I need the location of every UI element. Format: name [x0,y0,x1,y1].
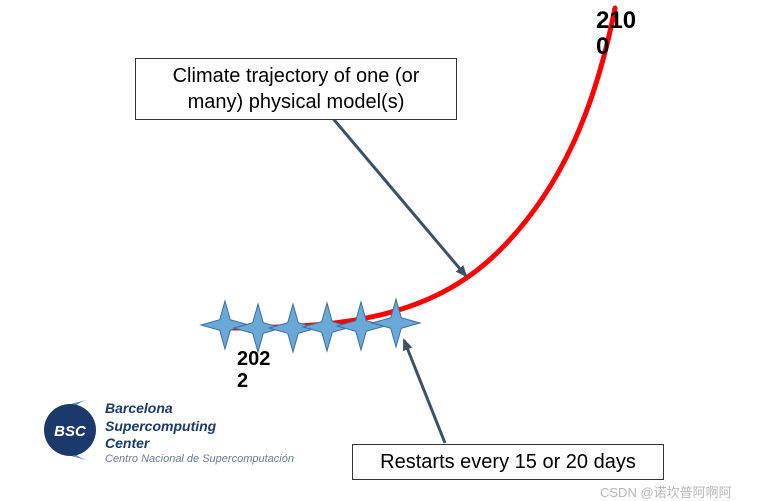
arrow-bottom [404,340,445,443]
trajectory-label-box: Climate trajectory of one (or many) phys… [135,58,457,120]
bsc-subtitle: Centro Nacional de Supercomputación [105,453,294,467]
trajectory-label-line1: Climate trajectory of one (or [173,65,420,87]
trajectory-label-line2: many) physical model(s) [188,91,405,113]
year-start-label: 202 2 [237,348,270,392]
arrow-top [330,115,466,276]
restart-marker [337,302,385,350]
bsc-acronym: BSC [54,423,87,440]
bsc-name-2: Supercomputing [105,418,294,436]
bsc-name-3: Center [105,435,294,453]
watermark-text: CSDN @诺坎普阿啊阿 [600,482,732,501]
bsc-logo-text: Barcelona Supercomputing Center Centro N… [105,400,294,466]
restart-markers-group [201,299,420,352]
restarts-label-box: Restarts every 15 or 20 days [352,444,664,480]
year-end-label: 210 0 [596,8,636,61]
restart-marker [201,301,249,349]
trajectory-curve [222,8,615,328]
restarts-label-text: Restarts every 15 or 20 days [380,451,636,473]
bsc-logo-mark: BSC [44,400,96,460]
bsc-name-1: Barcelona [105,400,294,418]
